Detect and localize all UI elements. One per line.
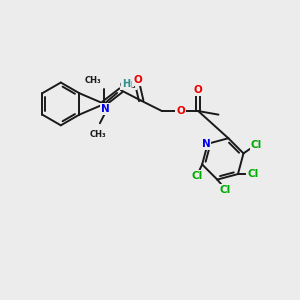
Text: CH₃: CH₃ [84, 76, 101, 85]
Text: Cl: Cl [247, 169, 258, 179]
Text: Cl: Cl [191, 171, 202, 181]
Text: O: O [133, 75, 142, 85]
Text: N: N [101, 104, 110, 114]
Text: Cl: Cl [220, 185, 231, 195]
Text: Cl: Cl [250, 140, 262, 150]
Text: O: O [194, 85, 203, 95]
Text: H: H [122, 79, 130, 89]
Text: CH₃: CH₃ [120, 81, 137, 90]
Text: N: N [202, 139, 211, 149]
Text: O: O [176, 106, 185, 116]
Text: CH₃: CH₃ [90, 130, 107, 139]
